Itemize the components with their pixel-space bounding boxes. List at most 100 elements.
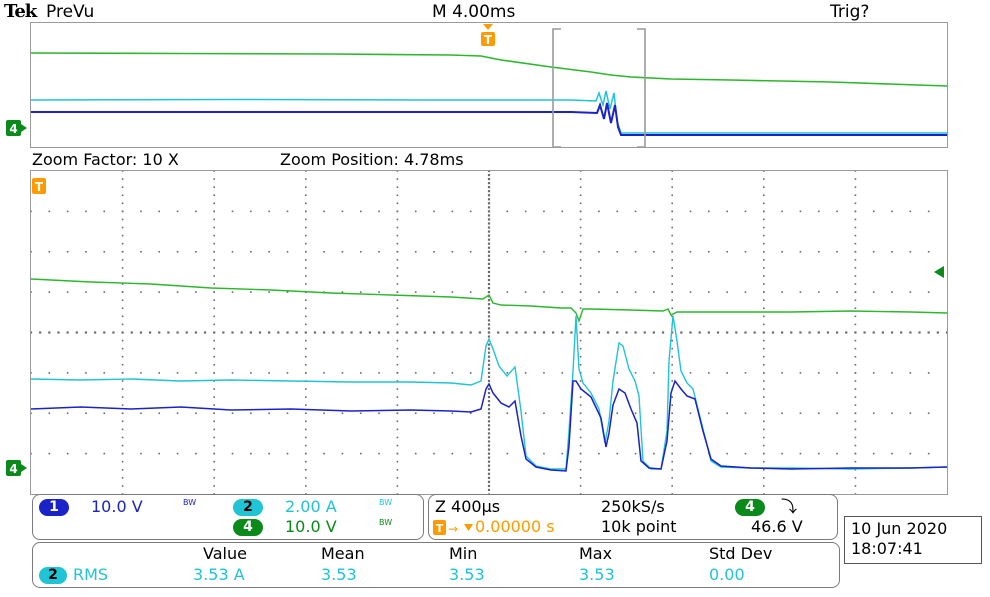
graticule-dot: [616, 452, 619, 455]
graticule-dot: [763, 186, 765, 188]
graticule-dot: [487, 452, 491, 455]
graticule-dot: [671, 452, 673, 455]
graticule-dot: [854, 339, 857, 342]
graticule-dot: [213, 493, 215, 494]
graticule-dot: [872, 412, 875, 415]
ch2-badge[interactable]: 2: [233, 499, 263, 516]
acquisition-panel[interactable]: Z 400µs 250kS/s 4 ⤵ T → 0.00000 s 10k po…: [428, 494, 838, 540]
overview-trigger-marker[interactable]: T: [480, 24, 496, 54]
graticule-dot: [487, 359, 491, 362]
graticule-dot: [250, 372, 252, 374]
graticule-dot: [213, 186, 215, 188]
graticule-dot: [561, 210, 564, 213]
graticule-dot: [305, 412, 307, 415]
brand-logo: Tek: [4, 1, 37, 22]
graticule-dot: [799, 291, 802, 293]
graticule-dot: [213, 307, 215, 310]
graticule-dot: [85, 210, 87, 213]
graticule-dot: [671, 412, 673, 415]
graticule-dot: [890, 331, 894, 334]
graticule-dot: [763, 283, 765, 285]
overview-waveform-svg: [31, 28, 947, 147]
graticule-dot: [854, 178, 857, 180]
measurements-panel[interactable]: Value Mean Min Max Std Dev 2 RMS 3.53 A …: [32, 542, 840, 588]
graticule-dot: [909, 331, 912, 334]
meas-channel-badge[interactable]: 2: [39, 567, 67, 584]
graticule-dot: [213, 171, 215, 172]
graticule-dot: [305, 468, 307, 471]
graticule-dot: [799, 412, 802, 415]
graticule-dot: [396, 186, 399, 188]
graticule-dot: [854, 364, 857, 366]
graticule-dot: [579, 444, 582, 447]
graticule-dot: [31, 372, 32, 374]
graticule-dot: [854, 171, 857, 172]
graticule-dot: [763, 210, 765, 213]
ch4-marker-icon: 4: [6, 120, 27, 136]
svg-text:4: 4: [9, 462, 17, 476]
graticule-dot: [487, 416, 491, 419]
graticule-dot: [121, 283, 124, 285]
graticule-dot: [763, 275, 765, 277]
graticule-dot: [854, 275, 857, 277]
graticule-dot: [909, 210, 912, 213]
graticule-dot: [763, 493, 765, 494]
graticule-dot: [305, 323, 307, 326]
graticule-dot: [854, 485, 857, 487]
graticule-dot: [396, 485, 399, 487]
trigger-source-badge[interactable]: 4: [735, 499, 765, 516]
graticule-dot: [763, 291, 765, 293]
overview-ch4-ground-marker[interactable]: 4: [6, 120, 28, 140]
graticule-dot: [561, 291, 564, 293]
graticule-dot: [121, 477, 124, 479]
graticule-dot: [661, 331, 665, 334]
graticule-dot: [671, 372, 673, 374]
graticule-dot: [799, 331, 802, 334]
graticule-dot: [506, 291, 509, 293]
graticule-dot: [405, 331, 408, 334]
zoom-ch4-ground-marker[interactable]: 4: [6, 460, 28, 480]
graticule-dot: [396, 315, 399, 318]
graticule-dot: [763, 299, 765, 301]
ch1-badge[interactable]: 1: [39, 499, 69, 516]
graticule-dot: [854, 452, 857, 455]
channel-scale-panel[interactable]: 1 10.0 V BW 2 2.00 A BW 4 10.0 V BW: [32, 494, 424, 540]
graticule-dot: [561, 250, 564, 253]
graticule-dot: [305, 194, 307, 197]
graticule-dot: [121, 226, 124, 229]
graticule-dot: [579, 250, 582, 253]
graticule-dot: [836, 250, 838, 253]
zoom-trigger-marker[interactable]: T: [32, 178, 50, 200]
graticule-dot: [854, 468, 857, 471]
graticule-dot: [396, 178, 399, 180]
graticule-dot: [854, 428, 857, 431]
graticule-dot: [213, 444, 215, 447]
graticule-dot: [103, 452, 106, 455]
graticule-dot: [854, 267, 857, 269]
graticule-dot: [854, 242, 857, 245]
graticule-dot: [487, 315, 491, 318]
ch4-badge[interactable]: 4: [233, 519, 263, 536]
graticule-dot: [213, 291, 215, 293]
graticule-dot: [524, 372, 527, 374]
graticule-dot: [396, 339, 399, 342]
zoom-waveform-window[interactable]: [30, 170, 948, 495]
graticule-dot: [652, 331, 655, 334]
trigger-level-marker[interactable]: [934, 263, 946, 282]
graticule-dot: [543, 250, 545, 253]
graticule-dot: [121, 460, 124, 463]
graticule-dot: [368, 331, 372, 334]
graticule-dot: [836, 372, 838, 374]
graticule-dot: [396, 202, 399, 205]
graticule-dot: [487, 456, 491, 459]
graticule-dot: [726, 372, 728, 374]
graticule-dot: [817, 452, 820, 455]
graticule-dot: [213, 364, 215, 366]
graticule-dot: [708, 372, 710, 374]
graticule-dot: [817, 291, 820, 293]
graticule-dot: [396, 493, 399, 494]
meas-min: 3.53: [449, 565, 485, 584]
ch2-bandwidth-icon: BW: [379, 498, 393, 507]
graticule-dot: [487, 460, 491, 463]
graticule-dot: [487, 488, 491, 492]
